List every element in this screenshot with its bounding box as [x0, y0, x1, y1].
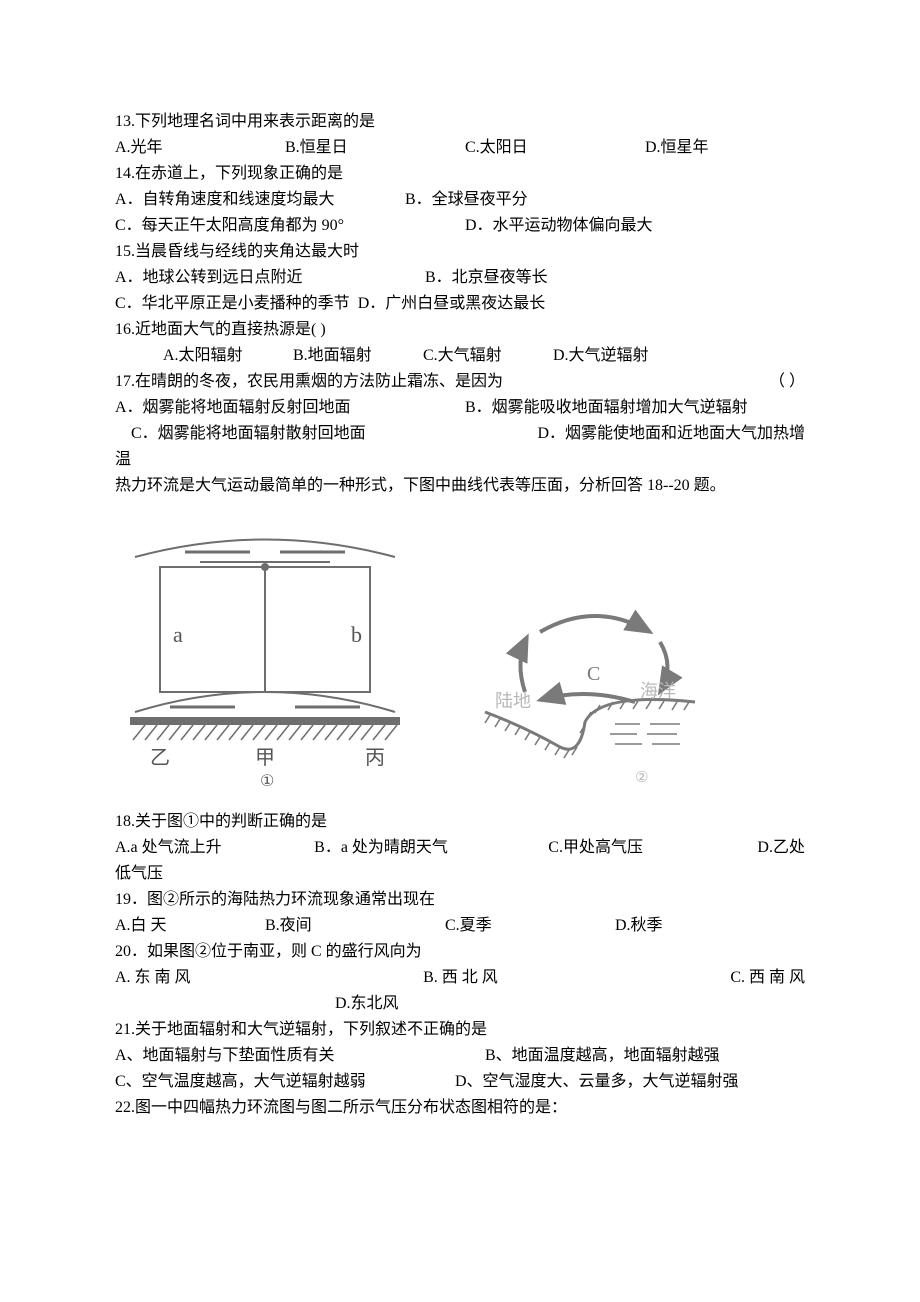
fig1-arc-bottom — [135, 692, 395, 712]
q18-optC: C.甲处高气压 — [548, 836, 728, 860]
q15-optA: A．地球公转到远日点附近 — [115, 266, 425, 290]
q16-stem: 16.近地面大气的直接热源是( ) — [115, 318, 805, 342]
q21-optD: D、空气湿度大、云量多，大气逆辐射强 — [455, 1070, 739, 1094]
figure-2-svg: C 陆地 海洋 ② — [465, 592, 705, 792]
q13-optB: B.恒星日 — [285, 136, 465, 160]
q13-stem: 13.下列地理名词中用来表示距离的是 — [115, 110, 805, 134]
fig1-label-bing: 丙 — [365, 747, 385, 769]
q19-optC: C.夏季 — [445, 914, 615, 938]
q17-optC: C．烟雾能将地面辐射散射回地面 — [115, 422, 366, 446]
q19-optB: B.夜间 — [265, 914, 445, 938]
q19-options: A.白 天 B.夜间 C.夏季 D.秋季 — [115, 914, 805, 938]
fig1-ground-bar — [130, 717, 400, 725]
q20-options-row1: A. 东 南 风 B. 西 北 风 C. 西 南 风 — [115, 966, 805, 990]
q20-optA: A. 东 南 风 — [115, 966, 191, 990]
q18-options: A.a 处气流上升 B．a 处为晴朗天气 C.甲处高气压 D.乙处 — [115, 836, 805, 860]
q18-optA: A.a 处气流上升 — [115, 836, 285, 860]
fig1-label-jia: 甲 — [255, 747, 275, 769]
q14-stem: 14.在赤道上，下列现象正确的是 — [115, 162, 805, 186]
q15-optD: D．广州白昼或黑夜达最长 — [358, 292, 546, 316]
q15-optB: B．北京昼夜等长 — [425, 266, 548, 290]
q21-optA: A、地面辐射与下垫面性质有关 — [115, 1044, 485, 1068]
lead-1820: 热力环流是大气运动最简单的一种形式，下图中曲线代表等压面，分析回答 18--20… — [115, 474, 805, 498]
q19-stem: 19．图②所示的海陆热力环流现象通常出现在 — [115, 888, 805, 912]
q19-optD: D.秋季 — [615, 914, 663, 938]
q21-stem: 21.关于地面辐射和大气逆辐射，下列叙述不正确的是 — [115, 1018, 805, 1042]
q16-optA: A.太阳辐射 — [163, 344, 293, 368]
fig2-idx: ② — [635, 770, 648, 786]
q14-optD: D．水平运动物体偏向最大 — [465, 214, 653, 238]
fig2-sea-dashes — [610, 724, 680, 744]
q20-stem: 20．如果图②位于南亚，则 C 的盛行风向为 — [115, 940, 805, 964]
q13-optC: C.太阳日 — [465, 136, 645, 160]
q15-stem: 15.当晨昏线与经线的夹角达最大时 — [115, 240, 805, 264]
q17-options-row2: C．烟雾能将地面辐射散射回地面 D．烟雾能使地面和近地面大气加热增 — [115, 422, 805, 446]
fig2-arrow-top — [540, 616, 650, 632]
q13-optA: A.光年 — [115, 136, 285, 160]
q13-options: A.光年 B.恒星日 C.太阳日 D.恒星年 — [115, 136, 805, 160]
q16-optB: B.地面辐射 — [293, 344, 423, 368]
q16-optD: D.大气逆辐射 — [553, 344, 649, 368]
q17-optA: A．烟雾能将地面辐射反射回地面 — [115, 396, 465, 420]
q13-optD: D.恒星年 — [645, 136, 709, 160]
fig2-label-land: 陆地 — [495, 691, 531, 711]
q19-optA: A.白 天 — [115, 914, 265, 938]
q14-options-row2: C．每天正午太阳高度角都为 90° D．水平运动物体偏向最大 — [115, 214, 805, 238]
page: 13.下列地理名词中用来表示距离的是 A.光年 B.恒星日 C.太阳日 D.恒星… — [0, 0, 920, 1302]
fig1-idx: ① — [260, 773, 274, 790]
figures: a b 乙 甲 丙 ① — [115, 512, 805, 792]
fig2-arrow-left — [520, 637, 527, 692]
q16-options: A.太阳辐射 B.地面辐射 C.大气辐射 D.大气逆辐射 — [115, 344, 805, 368]
fig1-arc-top — [135, 540, 395, 558]
q15-optC: C．华北平原正是小麦播种的季节 — [115, 292, 350, 316]
q21-options-row2: C、空气温度越高，大气逆辐射越弱 D、空气湿度大、云量多，大气逆辐射强 — [115, 1070, 805, 1094]
q22-stem: 22.图一中四幅热力环流图与图二所示气压分布状态图相符的是： — [115, 1096, 805, 1120]
q18-optB: B．a 处为晴朗天气 — [314, 836, 519, 860]
q18-optD: D.乙处 — [757, 836, 805, 860]
fig2-label-c: C — [587, 663, 600, 685]
q20-optB: B. 西 北 风 — [423, 966, 498, 990]
q16-optC: C.大气辐射 — [423, 344, 553, 368]
q20-options-row2: D.东北风 — [115, 992, 805, 1016]
q17-tail: 温 — [115, 448, 805, 472]
figure-2: C 陆地 海洋 ② — [465, 592, 705, 792]
q17-optB: B．烟雾能吸收地面辐射增加大气逆辐射 — [465, 396, 748, 420]
q14-optC: C．每天正午太阳高度角都为 90° — [115, 214, 465, 238]
q15-options-row1: A．地球公转到远日点附近 B．北京昼夜等长 — [115, 266, 805, 290]
q21-optB: B、地面温度越高，地面辐射越强 — [485, 1044, 720, 1068]
q18-stem: 18.关于图①中的判断正确的是 — [115, 810, 805, 834]
figure-1: a b 乙 甲 丙 ① — [115, 512, 415, 792]
q14-options-row1: A．自转角速度和线速度均最大 B．全球昼夜平分 — [115, 188, 805, 212]
fig1-label-yi: 乙 — [150, 747, 170, 769]
q20-optD: D.东北风 — [335, 995, 399, 1012]
q17-optD: D．烟雾能使地面和近地面大气加热增 — [537, 422, 805, 446]
q17-stem-row: 17.在晴朗的冬夜，农民用熏烟的方法防止霜冻、是因为 （ ） — [115, 370, 805, 394]
q18-tail: 低气压 — [115, 862, 805, 886]
fig1-dot — [261, 563, 269, 571]
q20-optC: C. 西 南 风 — [730, 966, 805, 990]
q14-optB: B．全球昼夜平分 — [405, 188, 528, 212]
q21-options-row1: A、地面辐射与下垫面性质有关 B、地面温度越高，地面辐射越强 — [115, 1044, 805, 1068]
figure-1-svg: a b 乙 甲 丙 ① — [115, 512, 415, 792]
q17-stem2: （ ） — [769, 370, 805, 394]
q14-optA: A．自转角速度和线速度均最大 — [115, 188, 405, 212]
fig1-label-b: b — [351, 622, 362, 647]
fig2-label-sea: 海洋 — [640, 681, 676, 701]
q15-options-row2: C．华北平原正是小麦播种的季节 D．广州白昼或黑夜达最长 — [115, 292, 805, 316]
q17-options-row1: A．烟雾能将地面辐射反射回地面 B．烟雾能吸收地面辐射增加大气逆辐射 — [115, 396, 805, 420]
q21-optC: C、空气温度越高，大气逆辐射越弱 — [115, 1070, 455, 1094]
fig1-hatch — [133, 725, 397, 740]
q17-stem1: 17.在晴朗的冬夜，农民用熏烟的方法防止霜冻、是因为 — [115, 370, 503, 394]
fig1-label-a: a — [173, 622, 183, 647]
